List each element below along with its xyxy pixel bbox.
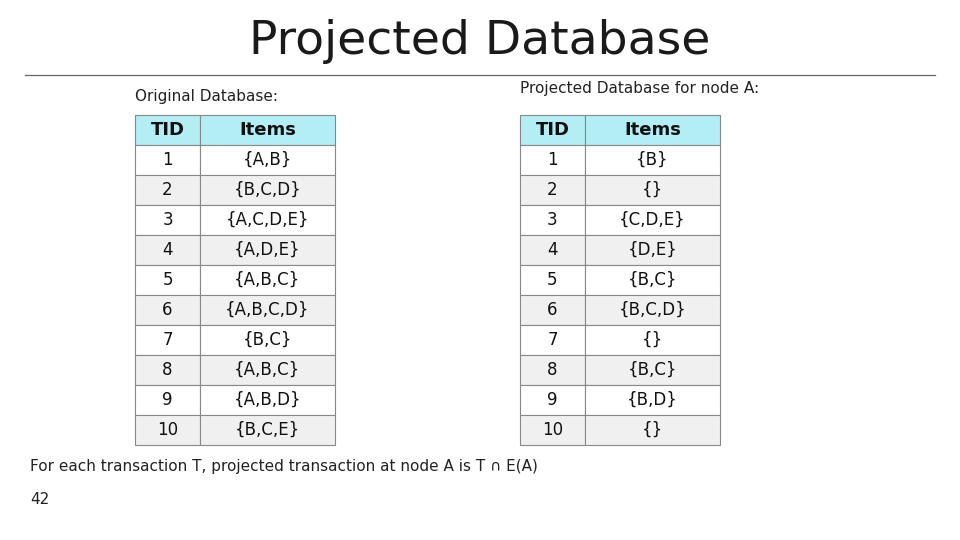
Text: Original Database:: Original Database: [135, 89, 278, 104]
Bar [200, 385, 335, 415]
Bar [585, 385, 720, 415]
Bar [520, 205, 585, 235]
Text: 5: 5 [162, 271, 173, 289]
Text: Projected Database: Projected Database [250, 19, 710, 64]
Text: {}: {} [642, 331, 663, 349]
Text: 1: 1 [547, 151, 558, 169]
Bar [520, 325, 585, 355]
Bar [520, 295, 585, 325]
Text: Projected Database for node A:: Projected Database for node A: [520, 80, 759, 96]
Bar [520, 415, 585, 445]
Text: {B,C}: {B,C} [628, 271, 677, 289]
Text: 9: 9 [162, 391, 173, 409]
Bar [585, 325, 720, 355]
Bar [520, 145, 585, 175]
Bar [135, 175, 200, 205]
Text: {}: {} [642, 181, 663, 199]
Bar [520, 355, 585, 385]
Bar [200, 175, 335, 205]
Text: {B,C}: {B,C} [243, 331, 292, 349]
Bar [585, 265, 720, 295]
Text: 4: 4 [162, 241, 173, 259]
Text: Items: Items [624, 121, 681, 139]
Text: 42: 42 [30, 492, 49, 508]
Text: {B,D}: {B,D} [627, 391, 678, 409]
Text: 2: 2 [162, 181, 173, 199]
Bar [520, 175, 585, 205]
Bar [200, 265, 335, 295]
Text: 8: 8 [547, 361, 558, 379]
Text: {A,D,E}: {A,D,E} [234, 241, 300, 259]
Bar [200, 355, 335, 385]
Text: 10: 10 [156, 421, 178, 439]
Text: {D,E}: {D,E} [628, 241, 678, 259]
Text: For each transaction T, projected transaction at node A is T ∩ E(A): For each transaction T, projected transa… [30, 460, 538, 475]
Text: {A,B,D}: {A,B,D} [233, 391, 301, 409]
Bar [200, 115, 335, 145]
Bar [200, 415, 335, 445]
Bar [520, 235, 585, 265]
Bar [135, 355, 200, 385]
Text: {B,C,E}: {B,C,E} [235, 421, 300, 439]
Text: 6: 6 [162, 301, 173, 319]
Text: {C,D,E}: {C,D,E} [619, 211, 685, 229]
Text: 3: 3 [162, 211, 173, 229]
Bar [200, 235, 335, 265]
Bar [520, 115, 585, 145]
Bar [135, 115, 200, 145]
Bar [585, 205, 720, 235]
Bar [200, 295, 335, 325]
Bar [585, 145, 720, 175]
Bar [520, 385, 585, 415]
Text: 7: 7 [162, 331, 173, 349]
Text: 8: 8 [162, 361, 173, 379]
Text: 4: 4 [547, 241, 558, 259]
Bar [200, 205, 335, 235]
Text: {B,C,D}: {B,C,D} [233, 181, 301, 199]
Text: 2: 2 [547, 181, 558, 199]
Text: 6: 6 [547, 301, 558, 319]
Text: 9: 9 [547, 391, 558, 409]
Bar [520, 265, 585, 295]
Bar [585, 235, 720, 265]
Text: 7: 7 [547, 331, 558, 349]
Text: {A,C,D,E}: {A,C,D,E} [226, 211, 309, 229]
Bar [135, 295, 200, 325]
Bar [135, 145, 200, 175]
Text: {A,B}: {A,B} [243, 151, 292, 169]
Text: 10: 10 [542, 421, 564, 439]
Text: {B,C,D}: {B,C,D} [618, 301, 686, 319]
Text: {}: {} [642, 421, 663, 439]
Text: {B,C}: {B,C} [628, 361, 677, 379]
Bar [135, 265, 200, 295]
Bar [135, 385, 200, 415]
Bar [585, 175, 720, 205]
Text: TID: TID [536, 121, 569, 139]
Bar [135, 325, 200, 355]
Bar [135, 415, 200, 445]
Text: {A,B,C,D}: {A,B,C,D} [226, 301, 310, 319]
Bar [200, 325, 335, 355]
Bar [585, 295, 720, 325]
Text: {A,B,C}: {A,B,C} [234, 271, 300, 289]
Text: Items: Items [239, 121, 296, 139]
Bar [200, 145, 335, 175]
Text: {A,B,C}: {A,B,C} [234, 361, 300, 379]
Bar [585, 115, 720, 145]
Bar [585, 355, 720, 385]
Text: 1: 1 [162, 151, 173, 169]
Bar [585, 415, 720, 445]
Text: 5: 5 [547, 271, 558, 289]
Bar [135, 235, 200, 265]
Bar [135, 205, 200, 235]
Text: {B}: {B} [636, 151, 669, 169]
Text: 3: 3 [547, 211, 558, 229]
Text: TID: TID [151, 121, 184, 139]
